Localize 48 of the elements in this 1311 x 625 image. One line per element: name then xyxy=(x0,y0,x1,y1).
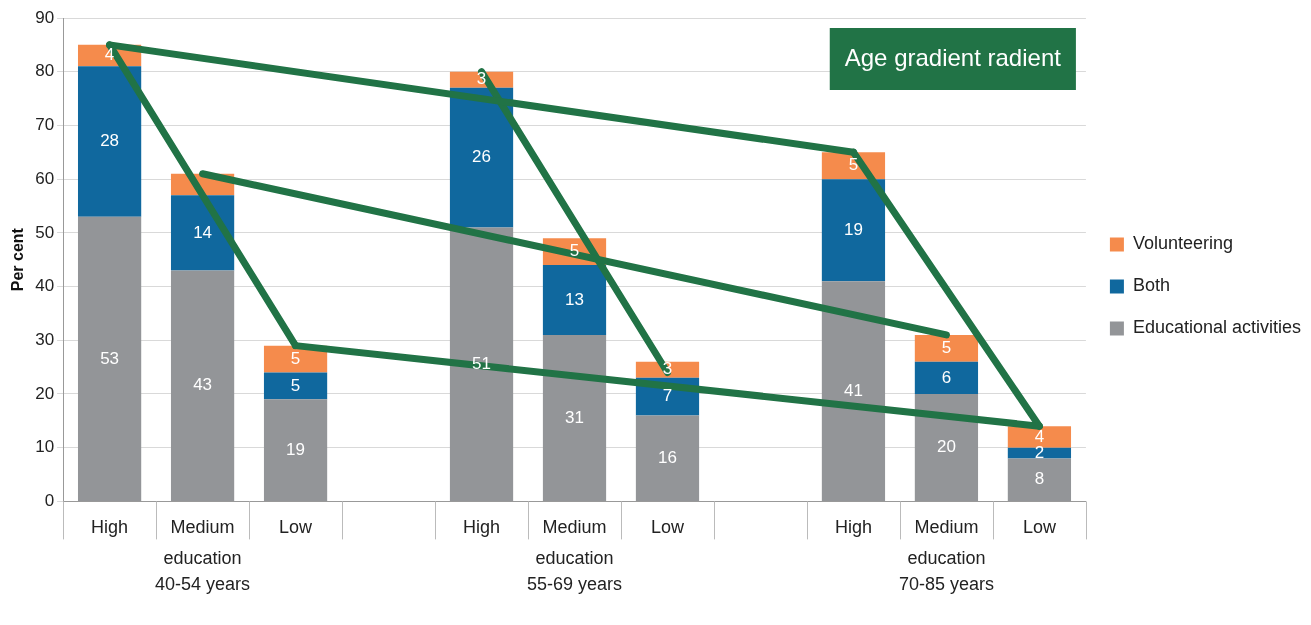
x-tick-label: High xyxy=(463,517,501,538)
data-label: 53 xyxy=(100,348,120,368)
x-tick-label: Medium xyxy=(170,517,235,538)
data-label: 28 xyxy=(100,131,120,151)
y-tick-label: 10 xyxy=(35,437,55,457)
annotation: Age gradient radient xyxy=(844,43,1062,71)
data-label: 6 xyxy=(941,367,952,387)
data-label: 14 xyxy=(193,222,213,242)
data-label: 41 xyxy=(843,380,863,400)
data-label: 19 xyxy=(843,219,863,239)
y-tick-label: 20 xyxy=(35,383,55,403)
data-label: 5 xyxy=(848,155,859,175)
legend-label: Educational activities xyxy=(1132,317,1301,338)
data-label: 13 xyxy=(565,289,584,309)
data-label: 43 xyxy=(193,375,213,395)
y-tick-label: 0 xyxy=(44,491,55,511)
y-tick-label: 90 xyxy=(35,7,55,27)
x-tick-label: High xyxy=(91,517,129,538)
data-label: 31 xyxy=(565,407,584,427)
data-label: 26 xyxy=(472,147,491,167)
x-tick-label: High xyxy=(834,517,872,538)
legend-label: Volunteering xyxy=(1132,233,1233,254)
data-label: 51 xyxy=(472,353,491,373)
data-label: 20 xyxy=(936,437,956,457)
text: education 55-69 years xyxy=(526,548,623,595)
data-label: 4 xyxy=(104,45,115,65)
y-tick-label: 40 xyxy=(35,276,55,296)
data-label: 16 xyxy=(658,447,677,467)
data-label: 5 xyxy=(290,348,301,368)
y-tick-label: 30 xyxy=(35,329,55,349)
data-label: 19 xyxy=(286,439,306,459)
y-tick-label: 80 xyxy=(35,61,55,81)
data-label: 5 xyxy=(290,375,301,395)
y-tick-label: 50 xyxy=(35,222,55,242)
y-tick-label: 60 xyxy=(35,168,55,188)
x-tick-label: Low xyxy=(279,517,314,538)
data-label: 7 xyxy=(662,386,673,406)
text: education 70-85 years xyxy=(898,548,994,595)
legend-label: Both xyxy=(1132,275,1170,296)
x-tick-label: Low xyxy=(1022,517,1057,538)
x-tick-label: Medium xyxy=(914,517,979,538)
data-label: 5 xyxy=(941,338,952,358)
data-label: 8 xyxy=(1034,469,1045,489)
text: education 40-54 years xyxy=(155,548,251,595)
y-axis-title: Per cent xyxy=(9,227,27,292)
x-tick-label: Medium xyxy=(542,517,607,538)
y-tick-label: 70 xyxy=(35,115,55,135)
x-tick-label: Low xyxy=(650,517,685,538)
